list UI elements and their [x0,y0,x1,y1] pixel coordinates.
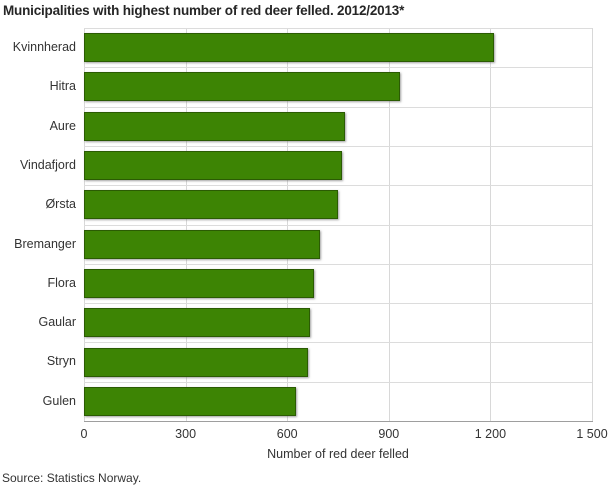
bar-aure [84,111,346,141]
chart-title: Municipalities with highest number of re… [3,3,405,18]
gridline-horizontal [84,145,592,147]
bar-kvinnherad [84,33,494,63]
x-tick-label: 0 [80,427,88,441]
category-label: Stryn [46,354,76,369]
bar-stryn [84,347,308,377]
category-label: Bremanger [14,236,76,251]
category-label: Vindafjord [19,157,76,172]
gridline-horizontal [84,303,592,305]
category-label: Gaular [38,315,76,330]
plot-area [84,28,593,421]
category-label: Aure [49,118,76,133]
bar-bremanger [84,229,321,259]
category-label: Hitra [49,79,76,94]
gridline-horizontal [84,67,592,69]
gridline-horizontal [84,106,592,108]
bar-gulen [84,386,296,416]
gridline-horizontal [84,263,592,265]
x-tick-label: 1 200 [474,427,507,441]
category-label: Ørsta [45,197,76,212]
gridline-horizontal [84,381,592,383]
x-axis-title: Number of red deer felled [267,447,409,461]
bar-flora [84,268,314,298]
category-axis-labels: Kvinnherad Hitra Aure Vindafjord Ørsta Breman… [0,28,76,421]
gridline-vertical [592,28,593,421]
bar-gaular [84,308,311,338]
bar-ørsta [84,190,338,220]
bar-hitra [84,72,400,102]
x-tick-label: 900 [378,427,400,441]
x-tick-label: 600 [276,427,298,441]
category-label: Flora [47,275,76,290]
source-note: Source: Statistics Norway. [2,471,142,485]
bar-vindafjord [84,151,343,181]
x-tick-label: 1 500 [576,427,608,441]
category-label: Gulen [42,393,76,408]
category-label: Kvinnherad [12,40,76,54]
gridline-horizontal [84,342,592,344]
x-tick-label: 300 [175,427,197,441]
x-axis-line [84,421,593,422]
x-axis-tick-labels: 0 300 600 900 1 200 1 500 [80,427,608,441]
gridline-horizontal [84,28,592,29]
gridline-horizontal [84,224,592,226]
gridline-horizontal [84,185,592,187]
